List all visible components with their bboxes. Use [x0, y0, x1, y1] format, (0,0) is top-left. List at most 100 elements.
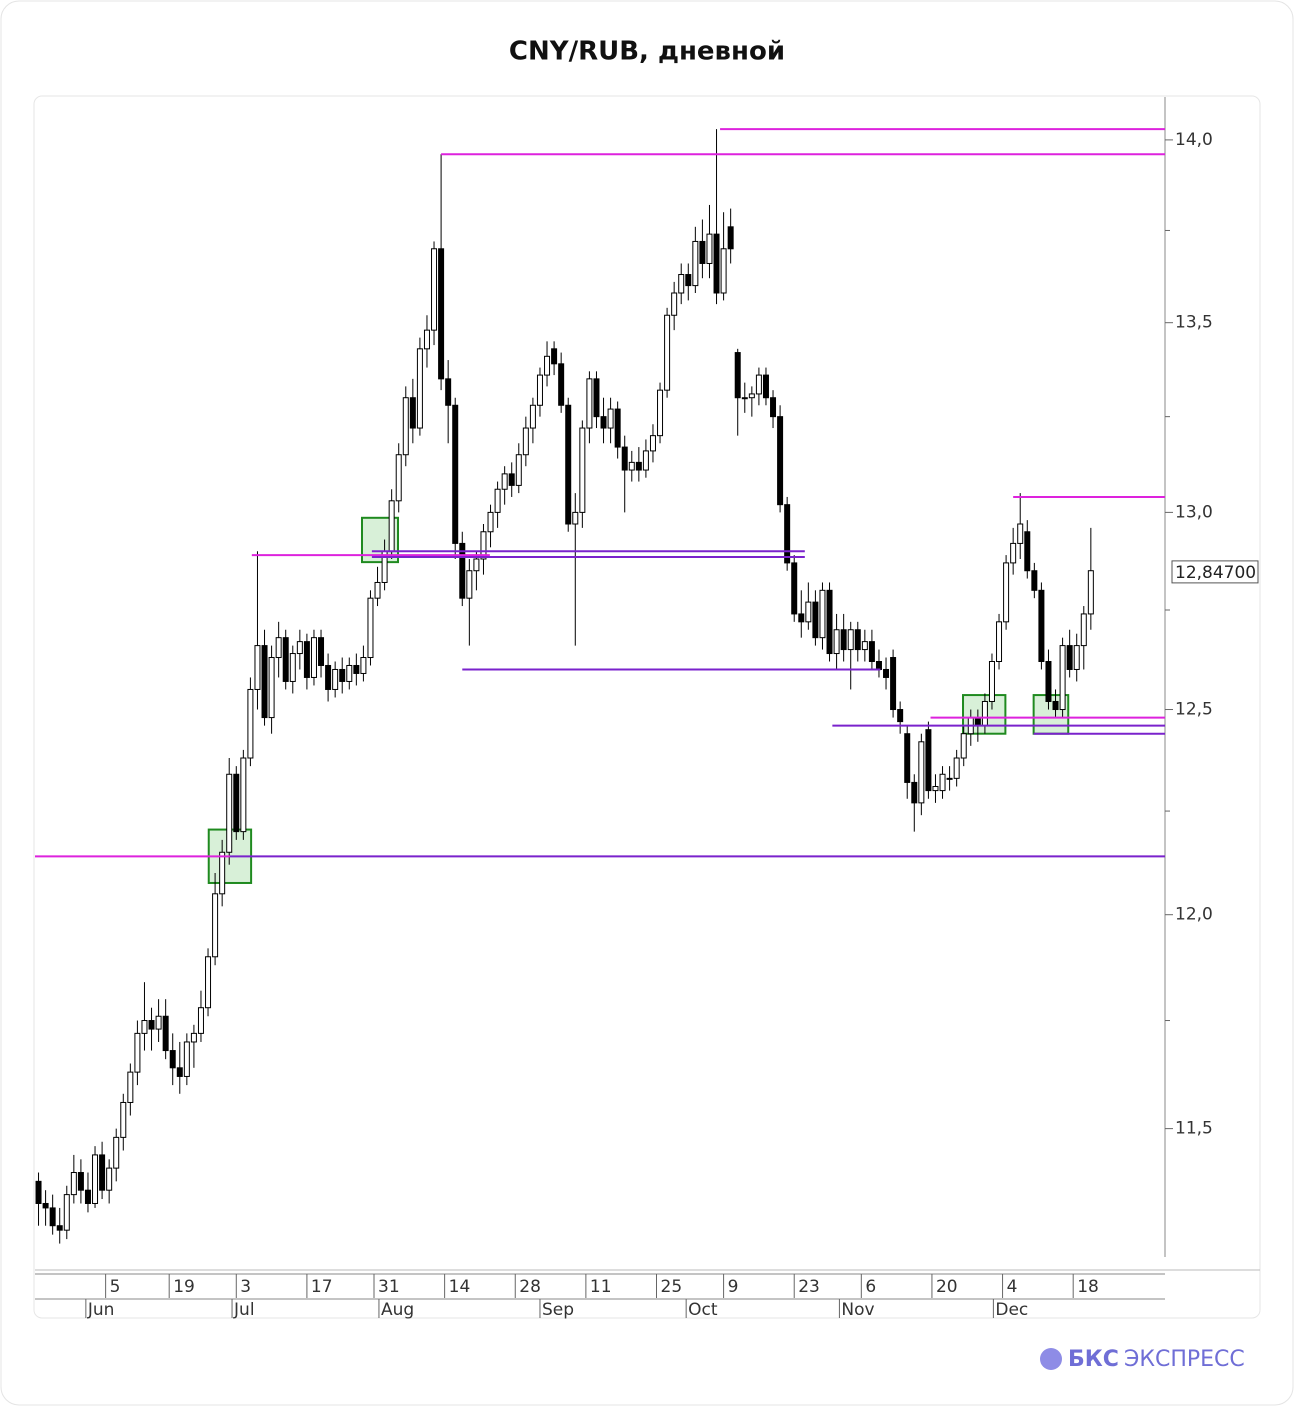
- candle-body: [833, 629, 840, 655]
- candle-body: [819, 589, 826, 639]
- candle-body: [996, 621, 1003, 663]
- candle-body: [755, 374, 762, 395]
- candle-body: [875, 661, 882, 670]
- candle-body: [522, 427, 529, 456]
- candle-body: [162, 1015, 169, 1052]
- brand-bold: БКС: [1068, 1347, 1119, 1372]
- candle-body: [176, 1067, 183, 1077]
- candle-body: [572, 511, 579, 525]
- x-tick-label: 19: [173, 1277, 195, 1297]
- x-tick-label: 28: [519, 1277, 541, 1297]
- candle-body: [904, 733, 911, 783]
- candle-body: [409, 397, 416, 429]
- candle-body: [155, 1015, 162, 1030]
- candle-body: [1010, 542, 1017, 564]
- candle-body: [854, 629, 861, 651]
- candle-body: [777, 416, 784, 506]
- month-label: Jun: [87, 1300, 115, 1320]
- candle-body: [1080, 613, 1087, 647]
- candle-body: [423, 329, 430, 350]
- candle-body: [169, 1050, 176, 1069]
- candle-body: [635, 461, 642, 471]
- candle-body: [621, 446, 628, 471]
- candle-body: [551, 348, 558, 365]
- x-tick-label: 4: [1007, 1277, 1018, 1297]
- candle-body: [748, 393, 755, 399]
- month-label: Dec: [995, 1300, 1028, 1320]
- candle-body: [579, 427, 586, 513]
- candle-body: [56, 1225, 63, 1231]
- candle-body: [981, 700, 988, 727]
- candle-body: [699, 240, 706, 264]
- candle-body: [847, 629, 854, 651]
- candle-body: [664, 314, 671, 391]
- candle-body: [593, 378, 600, 418]
- candle-body: [770, 397, 777, 418]
- candle-body: [325, 664, 332, 690]
- candle-body: [452, 404, 459, 544]
- candle-body: [303, 641, 310, 678]
- candle-body: [678, 274, 685, 294]
- candle-body: [600, 416, 607, 429]
- candle-body: [918, 741, 925, 804]
- candle-body: [233, 773, 240, 833]
- candle-body: [607, 408, 614, 429]
- candle-body: [254, 645, 261, 690]
- candle-body: [890, 657, 897, 711]
- candle-body: [332, 668, 339, 690]
- candle-body: [92, 1154, 99, 1204]
- y-tick-label: 14,0: [1175, 130, 1213, 150]
- candle-body: [1059, 645, 1066, 711]
- candle-body: [148, 1020, 155, 1030]
- candle-body: [226, 773, 233, 853]
- y-tick-label: 12,0: [1175, 905, 1213, 925]
- candle-body: [861, 641, 868, 651]
- candle-body: [480, 531, 487, 560]
- candle-body: [99, 1154, 106, 1191]
- candle-body: [826, 589, 833, 655]
- candle-body: [318, 637, 325, 666]
- candle-body: [671, 292, 678, 316]
- candle-body: [1003, 562, 1010, 623]
- x-tick-label: 25: [661, 1277, 683, 1297]
- month-label: Aug: [381, 1300, 414, 1320]
- candle-body: [657, 389, 664, 437]
- month-label: Nov: [841, 1300, 874, 1320]
- candle-body: [212, 893, 219, 958]
- candle-body: [282, 637, 289, 682]
- chart-title: CNY/RUB, дневной: [509, 37, 785, 67]
- candle-body: [897, 709, 904, 723]
- candle-body: [296, 641, 303, 655]
- month-label: Oct: [688, 1300, 718, 1320]
- candle-body: [925, 729, 932, 792]
- candle-body: [402, 397, 409, 456]
- x-tick-label: 31: [378, 1277, 400, 1297]
- candle-body: [586, 378, 593, 429]
- candle-body: [459, 542, 466, 599]
- candle-body: [529, 404, 536, 429]
- candle-body: [791, 562, 798, 615]
- brand-logo: [1040, 1348, 1062, 1370]
- candle-body: [883, 668, 890, 678]
- x-tick-label: 5: [110, 1277, 121, 1297]
- candle-body: [360, 657, 367, 674]
- candle-body: [49, 1207, 56, 1227]
- candle-body: [219, 851, 226, 895]
- brand-light: ЭКСПРЕСС: [1124, 1347, 1245, 1372]
- candle-body: [727, 226, 734, 250]
- y-tick-label: 13,0: [1175, 502, 1213, 522]
- candle-body: [70, 1172, 77, 1196]
- candle-body: [805, 601, 812, 623]
- candle-body: [614, 408, 621, 448]
- x-tick-label: 11: [590, 1277, 612, 1297]
- candle-body: [84, 1189, 91, 1204]
- candle-body: [713, 233, 720, 294]
- candle-body: [974, 717, 981, 727]
- candle-body: [642, 450, 649, 471]
- candle-body: [1066, 645, 1073, 670]
- candle-body: [445, 378, 452, 406]
- candle-body: [494, 488, 501, 513]
- candle-body: [487, 511, 494, 533]
- x-tick-label: 9: [728, 1277, 739, 1297]
